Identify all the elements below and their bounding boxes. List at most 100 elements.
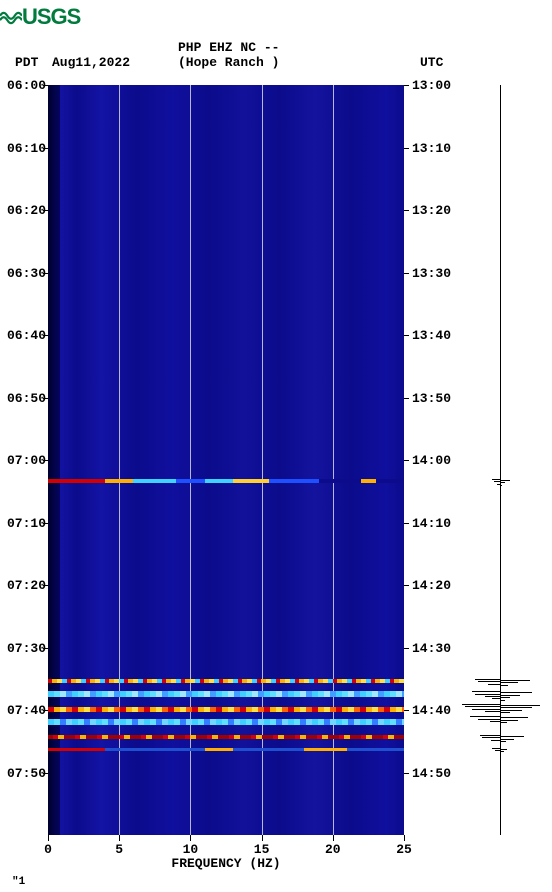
seismic-event-band	[48, 479, 404, 483]
x-axis-title: FREQUENCY (HZ)	[48, 856, 404, 871]
trace-wiggle	[465, 706, 500, 707]
trace-wiggle	[492, 698, 500, 699]
y-tick-label-utc: 14:50	[412, 766, 451, 781]
tz-right: UTC	[420, 55, 443, 70]
trace-wiggle	[500, 705, 540, 706]
x-tick	[119, 835, 120, 841]
x-tick-label: 0	[44, 842, 52, 857]
trace-wiggle	[500, 700, 505, 701]
station: (Hope Ranch )	[178, 55, 279, 70]
trace-wiggle	[475, 694, 500, 695]
trace-wiggle	[492, 748, 500, 749]
x-tick	[48, 835, 49, 841]
event-segment	[269, 479, 319, 483]
trace-wiggle	[485, 711, 500, 712]
trace-wiggle	[500, 680, 530, 681]
trace-wiggle	[472, 709, 500, 710]
trace-wiggle	[500, 720, 518, 721]
wave-icon	[0, 11, 22, 25]
trace-wiggle	[500, 697, 510, 698]
y-tick	[404, 585, 409, 586]
event-segment	[319, 479, 362, 483]
event-segment	[347, 748, 404, 751]
event-segment	[48, 479, 105, 483]
y-tick-label-pdt: 06:50	[2, 391, 46, 406]
y-tick	[43, 523, 48, 524]
event-segment	[105, 748, 205, 751]
y-tick-label-utc: 14:00	[412, 453, 451, 468]
trace-wiggle	[472, 691, 500, 692]
y-tick-label-utc: 13:20	[412, 203, 451, 218]
y-tick-label-utc: 14:10	[412, 516, 451, 531]
x-tick-label: 5	[115, 842, 123, 857]
y-tick	[43, 148, 48, 149]
seismic-event-band	[48, 707, 404, 712]
y-tick	[404, 148, 409, 149]
trace-wiggle	[500, 480, 510, 481]
y-tick	[404, 398, 409, 399]
y-tick	[404, 210, 409, 211]
y-tick	[43, 585, 48, 586]
y-tick	[43, 460, 48, 461]
y-tick	[43, 710, 48, 711]
y-tick-label-pdt: 07:10	[2, 516, 46, 531]
trace-wiggle	[500, 482, 505, 483]
y-tick	[404, 273, 409, 274]
channel-line: PHP EHZ NC --	[178, 40, 279, 55]
event-segment	[361, 479, 375, 483]
event-segment	[304, 748, 347, 751]
trace-wiggle	[500, 692, 532, 693]
seismic-event-band	[48, 735, 404, 739]
y-tick-label-pdt: 06:30	[2, 266, 46, 281]
trace-wiggle	[500, 707, 532, 708]
event-segment	[233, 479, 269, 483]
y-tick-label-utc: 14:40	[412, 703, 451, 718]
x-tick	[190, 835, 191, 841]
y-tick	[404, 523, 409, 524]
trace-wiggle	[475, 679, 500, 680]
trace-wiggle	[500, 712, 510, 713]
y-tick	[43, 648, 48, 649]
trace-wiggle	[500, 717, 528, 718]
y-tick-label-pdt: 06:10	[2, 141, 46, 156]
date: Aug11,2022	[52, 55, 130, 70]
seismic-event-band	[48, 719, 404, 725]
seismic-event-band	[48, 748, 404, 751]
event-segment	[48, 748, 105, 751]
y-tick-label-pdt: 07:30	[2, 641, 46, 656]
y-tick	[404, 648, 409, 649]
y-tick-label-pdt: 06:40	[2, 328, 46, 343]
y-tick-label-utc: 13:30	[412, 266, 451, 281]
y-tick-label-utc: 14:20	[412, 578, 451, 593]
trace-wiggle	[492, 479, 500, 480]
y-tick	[43, 398, 48, 399]
trace-wiggle	[500, 682, 518, 683]
event-segment	[48, 691, 404, 697]
trace-wiggle	[500, 736, 524, 737]
trace-wiggle	[491, 740, 500, 741]
trace-wiggle	[500, 739, 514, 740]
event-segment	[48, 679, 404, 683]
trace-wiggle	[470, 716, 500, 717]
x-tick-label: 15	[254, 842, 270, 857]
y-tick	[404, 335, 409, 336]
x-tick	[262, 835, 263, 841]
event-segment	[133, 479, 176, 483]
trace-wiggle	[500, 751, 504, 752]
event-segment	[176, 479, 204, 483]
x-tick-label: 10	[183, 842, 199, 857]
y-tick	[43, 85, 48, 86]
y-tick	[404, 85, 409, 86]
corner-mark: "1	[12, 876, 25, 888]
trace-wiggle	[500, 722, 507, 723]
seismic-event-band	[48, 691, 404, 697]
trace-wiggle	[488, 684, 500, 685]
x-tick	[404, 835, 405, 841]
trace-wiggle	[478, 681, 500, 682]
trace-wiggle	[480, 735, 500, 736]
tz-left: PDT	[15, 55, 38, 70]
y-tick-label-utc: 13:40	[412, 328, 451, 343]
trace-wiggle	[500, 741, 506, 742]
trace-wiggle	[482, 737, 500, 738]
trace-wiggle	[500, 695, 520, 696]
